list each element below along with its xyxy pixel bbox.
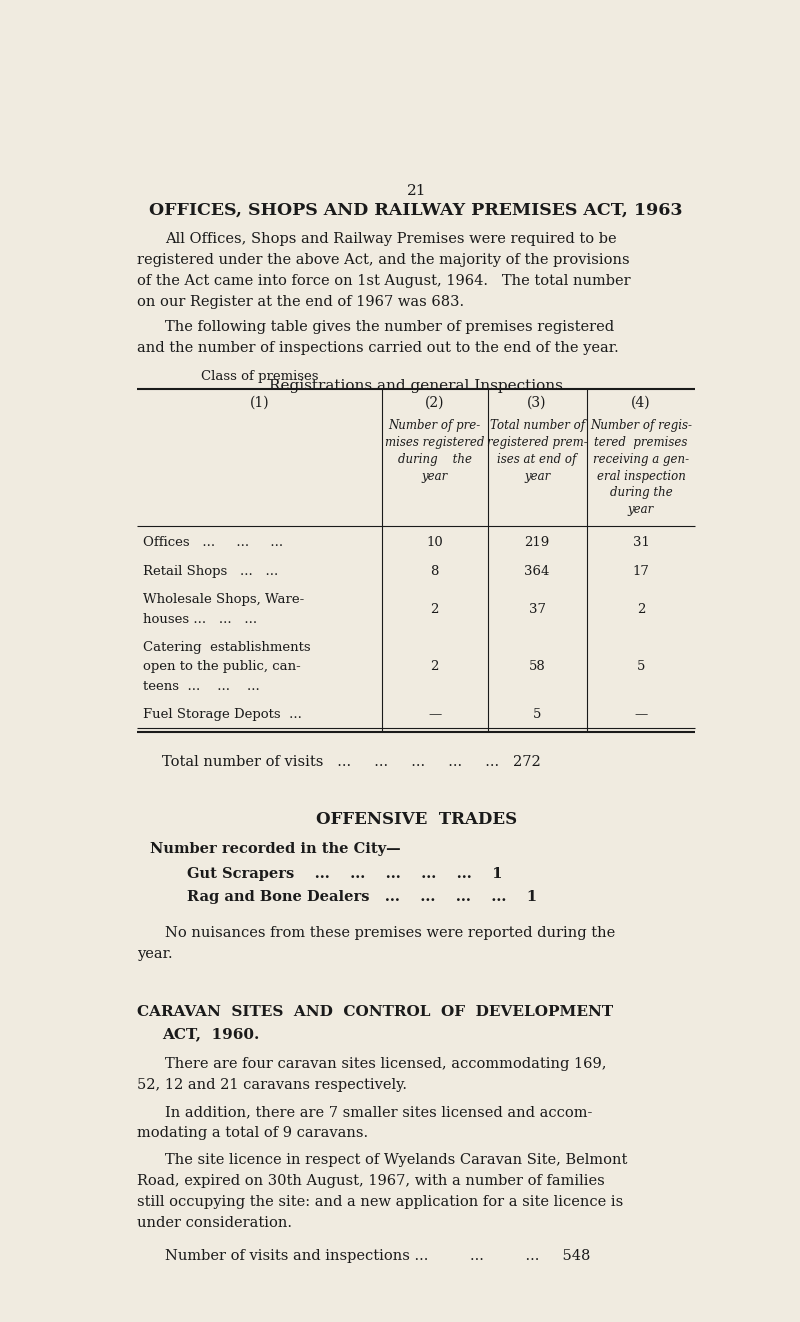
Text: Offices   ...     ...     ...: Offices ... ... ... (143, 537, 283, 550)
Text: Wholesale Shops, Ware-: Wholesale Shops, Ware- (143, 594, 305, 607)
Text: year: year (628, 504, 654, 516)
Text: 219: 219 (525, 537, 550, 550)
Text: 2: 2 (430, 661, 439, 673)
Text: 37: 37 (529, 603, 546, 616)
Text: Total number of visits   ...     ...     ...     ...     ...   272: Total number of visits ... ... ... ... .… (162, 755, 541, 769)
Text: Rag and Bone Dealers   ...    ...    ...    ...    1: Rag and Bone Dealers ... ... ... ... 1 (187, 890, 537, 903)
Text: 364: 364 (525, 564, 550, 578)
Text: 2: 2 (637, 603, 645, 616)
Text: modating a total of 9 caravans.: modating a total of 9 caravans. (138, 1126, 368, 1140)
Text: 21: 21 (406, 184, 426, 198)
Text: Number of pre-: Number of pre- (389, 419, 481, 432)
Text: Number of regis-: Number of regis- (590, 419, 692, 432)
Text: 58: 58 (529, 661, 546, 673)
Text: open to the public, can-: open to the public, can- (143, 661, 301, 673)
Text: of the Act came into force on 1st August, 1964.   The total number: of the Act came into force on 1st August… (138, 274, 631, 288)
Text: on our Register at the end of 1967 was 683.: on our Register at the end of 1967 was 6… (138, 295, 464, 308)
Text: ises at end of: ises at end of (498, 453, 577, 465)
Text: Fuel Storage Depots  ...: Fuel Storage Depots ... (143, 709, 302, 722)
Text: Road, expired on 30th August, 1967, with a number of families: Road, expired on 30th August, 1967, with… (138, 1174, 605, 1188)
Text: (1): (1) (250, 395, 270, 410)
Text: OFFENSIVE  TRADES: OFFENSIVE TRADES (316, 812, 517, 828)
Text: 8: 8 (430, 564, 439, 578)
Text: 5: 5 (637, 661, 645, 673)
Text: Number of visits and inspections ...         ...         ...     548: Number of visits and inspections ... ...… (165, 1249, 590, 1263)
Text: mises registered: mises registered (385, 436, 485, 449)
Text: All Offices, Shops and Railway Premises were required to be: All Offices, Shops and Railway Premises … (165, 231, 617, 246)
Text: Registrations and general Inspections: Registrations and general Inspections (270, 378, 563, 393)
Text: 31: 31 (633, 537, 650, 550)
Text: (4): (4) (631, 395, 650, 410)
Text: still occupying the site: and a new application for a site licence is: still occupying the site: and a new appl… (138, 1195, 623, 1208)
Text: during the: during the (610, 486, 672, 500)
Text: The site licence in respect of Wyelands Caravan Site, Belmont: The site licence in respect of Wyelands … (165, 1153, 627, 1167)
Text: 17: 17 (633, 564, 650, 578)
Text: and the number of inspections carried out to the end of the year.: and the number of inspections carried ou… (138, 341, 619, 356)
Text: registered prem-: registered prem- (486, 436, 587, 449)
Text: houses ...   ...   ...: houses ... ... ... (143, 612, 258, 625)
Text: Class of premises: Class of premises (201, 370, 318, 383)
Text: —: — (634, 709, 647, 722)
Text: (3): (3) (527, 395, 547, 410)
Text: In addition, there are 7 smaller sites licensed and accom-: In addition, there are 7 smaller sites l… (165, 1105, 593, 1120)
Text: CARAVAN  SITES  AND  CONTROL  OF  DEVELOPMENT: CARAVAN SITES AND CONTROL OF DEVELOPMENT (138, 1005, 614, 1018)
Text: Catering  establishments: Catering establishments (143, 641, 311, 654)
Text: The following table gives the number of premises registered: The following table gives the number of … (165, 320, 614, 334)
Text: registered under the above Act, and the majority of the provisions: registered under the above Act, and the … (138, 253, 630, 267)
Text: Gut Scrapers    ...    ...    ...    ...    ...    1: Gut Scrapers ... ... ... ... ... 1 (187, 867, 502, 882)
Text: year.: year. (138, 947, 173, 961)
Text: under consideration.: under consideration. (138, 1216, 292, 1229)
Text: eral inspection: eral inspection (597, 469, 686, 483)
Text: ACT,  1960.: ACT, 1960. (162, 1027, 259, 1040)
Text: —: — (428, 709, 442, 722)
Text: (2): (2) (425, 395, 445, 410)
Text: year: year (524, 469, 550, 483)
Text: Retail Shops   ...   ...: Retail Shops ... ... (143, 564, 278, 578)
Text: receiving a gen-: receiving a gen- (593, 453, 689, 465)
Text: during    the: during the (398, 453, 472, 465)
Text: There are four caravan sites licensed, accommodating 169,: There are four caravan sites licensed, a… (165, 1058, 606, 1072)
Text: 10: 10 (426, 537, 443, 550)
Text: 5: 5 (533, 709, 542, 722)
Text: 52, 12 and 21 caravans respectively.: 52, 12 and 21 caravans respectively. (138, 1079, 407, 1092)
Text: OFFICES, SHOPS AND RAILWAY PREMISES ACT, 1963: OFFICES, SHOPS AND RAILWAY PREMISES ACT,… (150, 201, 683, 218)
Text: Number recorded in the City—: Number recorded in the City— (150, 842, 400, 855)
Text: year: year (422, 469, 448, 483)
Text: No nuisances from these premises were reported during the: No nuisances from these premises were re… (165, 927, 615, 940)
Text: tered  premises: tered premises (594, 436, 688, 449)
Text: Total number of: Total number of (490, 419, 585, 432)
Text: 2: 2 (430, 603, 439, 616)
Text: teens  ...    ...    ...: teens ... ... ... (143, 680, 260, 693)
